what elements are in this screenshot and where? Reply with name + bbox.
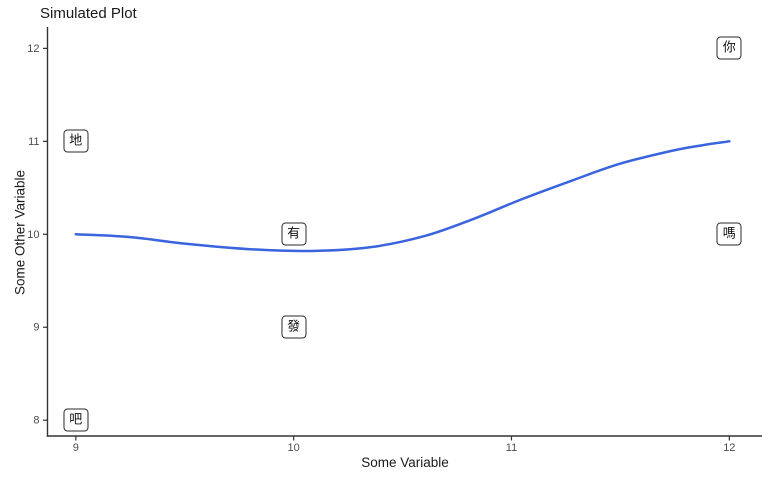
y-axis-title: Some Other Variable (12, 169, 28, 296)
y-tick-label: 12 (27, 43, 39, 55)
smooth-line (74, 140, 731, 253)
point-label-2: 有 (281, 222, 307, 246)
x-tick-label: 12 (723, 442, 735, 454)
x-tick-label: 11 (506, 442, 517, 454)
y-tick-label: 9 (33, 322, 39, 334)
y-tick-label: 11 (28, 136, 39, 148)
point-label-4: 你 (716, 36, 742, 60)
x-tick-label: 10 (288, 442, 300, 454)
chart-title: Simulated Plot (40, 5, 137, 22)
point-label-5: 嗎 (716, 222, 742, 246)
x-axis-title: Some Variable (361, 455, 449, 470)
point-label-1: 吧 (63, 408, 89, 432)
point-label-0: 地 (63, 129, 89, 153)
x-tick-label: 9 (73, 442, 79, 454)
y-tick-label: 10 (27, 229, 39, 241)
y-tick-label: 8 (33, 415, 39, 427)
point-label-3: 發 (281, 315, 307, 339)
